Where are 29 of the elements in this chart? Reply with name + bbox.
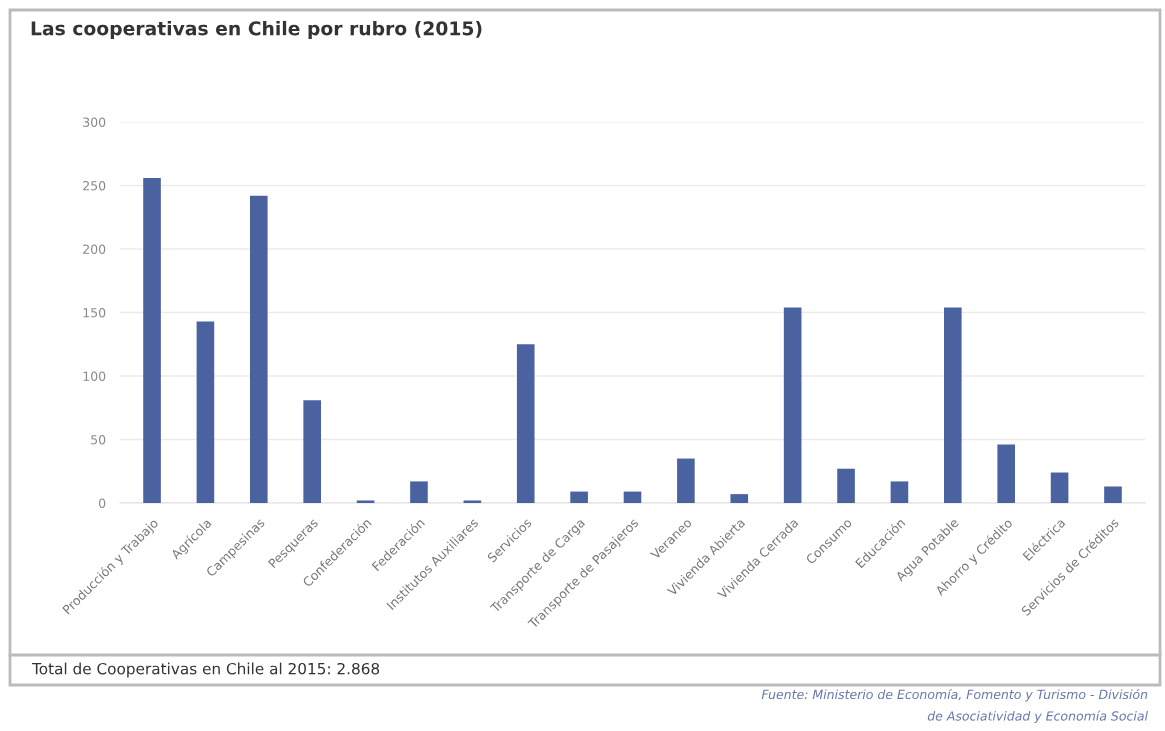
y-tick-label: 50 bbox=[91, 434, 106, 445]
bar bbox=[516, 344, 535, 503]
bar bbox=[463, 500, 482, 503]
y-tick-label: 100 bbox=[83, 371, 106, 381]
bar bbox=[143, 177, 161, 503]
bar bbox=[410, 481, 428, 503]
bar bbox=[196, 321, 215, 503]
bar bbox=[249, 195, 268, 503]
y-tick-label: 200 bbox=[83, 244, 106, 254]
y-tick-label: 0 bbox=[98, 498, 106, 508]
bar bbox=[997, 444, 1016, 503]
bar bbox=[570, 491, 588, 503]
y-tick-label: 150 bbox=[83, 307, 106, 318]
bar bbox=[944, 307, 962, 503]
bar bbox=[1104, 486, 1122, 503]
bar bbox=[1050, 472, 1069, 503]
y-tick-label: 300 bbox=[83, 117, 106, 127]
bar bbox=[730, 494, 749, 503]
y-tick-label: 250 bbox=[83, 180, 106, 191]
bar bbox=[783, 307, 802, 503]
bar bbox=[303, 400, 321, 503]
text: Total de Cooperativas en Chile al 2015: 2.868 bbox=[31, 662, 380, 678]
bar bbox=[356, 500, 375, 503]
chart-title: Las cooperativas en Chile por rubro (2015) bbox=[31, 20, 482, 40]
bar bbox=[623, 491, 642, 503]
bar bbox=[890, 481, 909, 503]
bar bbox=[677, 458, 695, 503]
bar bbox=[837, 468, 855, 503]
source-note: Fuente: Ministerio de Economía, Fomento y Turismo - División de Asociatividad y Economía Social bbox=[761, 688, 1148, 724]
